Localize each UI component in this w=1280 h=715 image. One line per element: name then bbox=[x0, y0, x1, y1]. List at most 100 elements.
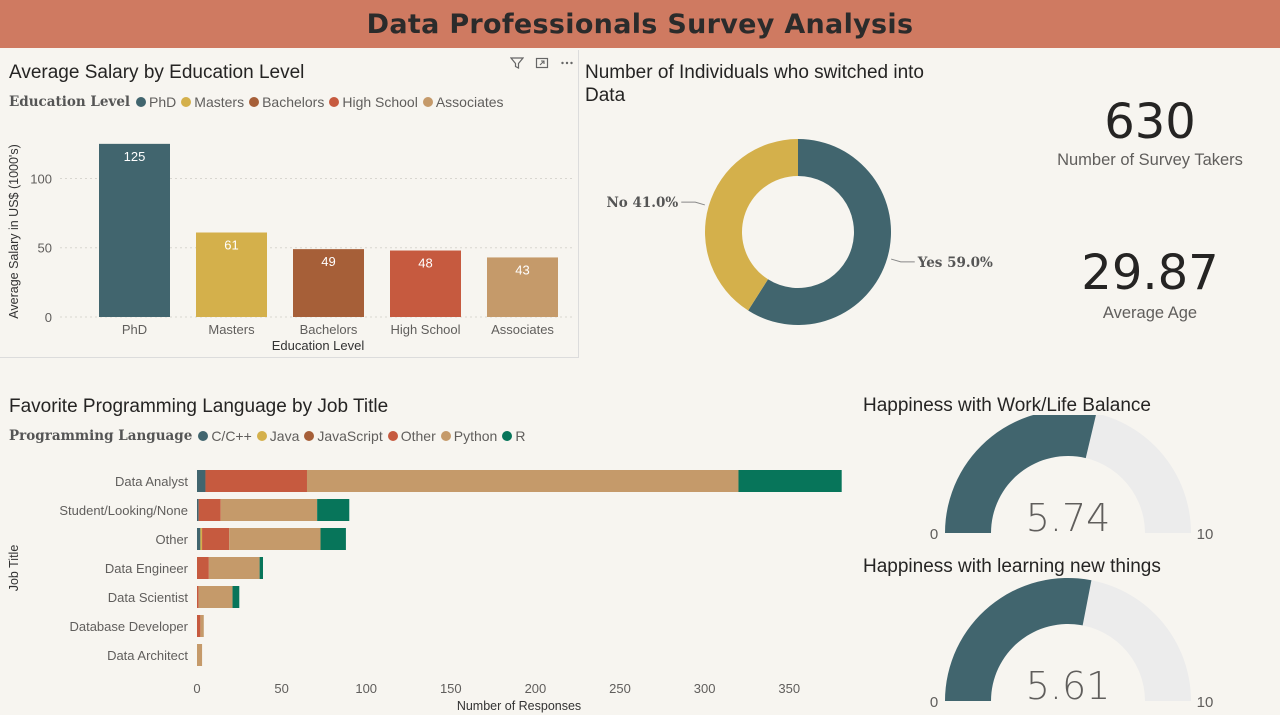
bar-data-engineer-r bbox=[259, 557, 263, 579]
legend-item-bachelors[interactable]: Bachelors bbox=[249, 94, 324, 110]
bar-database-developer-other bbox=[197, 615, 201, 637]
x-tick-label: 150 bbox=[440, 681, 462, 696]
bar-associates bbox=[487, 257, 558, 317]
legend-item-associates[interactable]: Associates bbox=[422, 94, 504, 110]
bar-data-analyst-other bbox=[205, 470, 307, 492]
switched-chart-title: Number of Individuals who switched into … bbox=[585, 62, 925, 106]
data-label-high-school: 48 bbox=[418, 256, 432, 271]
survey-takers-value: 630 bbox=[1104, 94, 1196, 150]
y-tick-label: Other bbox=[155, 532, 188, 547]
gauge-max-label: 10 bbox=[1197, 526, 1214, 543]
x-axis-title: Number of Responses bbox=[457, 699, 581, 713]
x-tick-label: 0 bbox=[193, 681, 200, 696]
y-tick-label: 50 bbox=[38, 241, 52, 256]
work-life-gauge[interactable]: 5.74 0 10 bbox=[905, 415, 1225, 545]
legend-item-high-school[interactable]: High School bbox=[329, 94, 418, 110]
data-label-associates: 43 bbox=[515, 262, 529, 277]
bar-bachelors bbox=[293, 249, 364, 317]
bar-other-c-c bbox=[197, 528, 201, 550]
leader-line-yes bbox=[891, 258, 915, 263]
bar-data-analyst-r bbox=[738, 470, 842, 492]
bar-other-python bbox=[229, 528, 321, 550]
filter-icon[interactable] bbox=[508, 54, 525, 71]
salary-panel[interactable] bbox=[0, 50, 579, 358]
salary-bar-chart[interactable]: 0 50 100 125 PhD 61 Masters 49 Bachelors 48 High S… bbox=[0, 115, 578, 355]
x-tick-label: Bachelors bbox=[300, 322, 358, 337]
x-tick-label: Associates bbox=[491, 322, 554, 337]
legend-item-masters[interactable]: Masters bbox=[181, 94, 244, 110]
learning-gauge-title: Happiness with learning new things bbox=[863, 556, 1161, 577]
gauge-fill bbox=[945, 415, 1096, 533]
leader-line-no bbox=[681, 201, 705, 206]
legend-item-other[interactable]: Other bbox=[387, 428, 436, 444]
legend-item-java[interactable]: Java bbox=[256, 428, 299, 444]
salary-legend-title: Education Level bbox=[9, 94, 131, 110]
bar-data-analyst-c-c bbox=[197, 470, 206, 492]
salary-legend: Education Level PhD Masters Bachelors Hi… bbox=[9, 94, 509, 110]
bar-phd bbox=[99, 143, 170, 317]
bar-data-engineer-python bbox=[208, 557, 260, 579]
more-options-icon[interactable] bbox=[558, 54, 575, 71]
y-tick-label: Data Architect bbox=[107, 648, 188, 663]
languages-legend-title: Programming Language bbox=[9, 428, 193, 444]
y-tick-label: Data Scientist bbox=[108, 590, 189, 605]
y-tick-label: Data Engineer bbox=[105, 561, 189, 576]
data-label-masters: 61 bbox=[224, 238, 238, 253]
bar-student-looking-none-c-c bbox=[197, 499, 199, 521]
legend-item-phd[interactable]: PhD bbox=[136, 94, 176, 110]
legend-item-r[interactable]: R bbox=[502, 428, 525, 444]
y-tick-label: 100 bbox=[30, 171, 52, 186]
bar-masters bbox=[196, 232, 267, 317]
languages-legend: Programming Language C/C++ Java JavaScri… bbox=[9, 428, 530, 444]
gauge-min-label: 0 bbox=[930, 694, 938, 711]
gauge-min-label: 0 bbox=[930, 526, 938, 543]
bar-student-looking-none-other bbox=[198, 499, 221, 521]
x-tick-label: High School bbox=[390, 322, 460, 337]
x-tick-label: PhD bbox=[122, 322, 147, 337]
y-axis-title: Average Salary in US$ (1000's) bbox=[7, 144, 21, 318]
visual-header-icons bbox=[508, 54, 575, 71]
bar-data-architect-python bbox=[197, 644, 203, 666]
x-tick-label: 100 bbox=[355, 681, 377, 696]
data-label-phd: 125 bbox=[124, 149, 146, 164]
bar-database-developer-python bbox=[200, 615, 204, 637]
y-tick-label: Data Analyst bbox=[115, 474, 188, 489]
x-tick-label: 300 bbox=[694, 681, 716, 696]
salary-chart-title: Average Salary by Education Level bbox=[9, 62, 305, 83]
bar-data-scientist-other bbox=[197, 586, 199, 608]
bar-student-looking-none-r bbox=[317, 499, 350, 521]
data-label-no: No 41.0% bbox=[606, 195, 678, 211]
bar-other-other bbox=[202, 528, 230, 550]
bar-data-scientist-python bbox=[198, 586, 233, 608]
survey-takers-label: Number of Survey Takers bbox=[1057, 151, 1243, 169]
x-tick-label: 350 bbox=[778, 681, 800, 696]
bar-high-school bbox=[390, 250, 461, 317]
gauge-value: 5.61 bbox=[1026, 664, 1111, 708]
gauge-value: 5.74 bbox=[1026, 496, 1111, 540]
legend-item-c-cpp[interactable]: C/C++ bbox=[198, 428, 252, 444]
data-label-bachelors: 49 bbox=[321, 254, 335, 269]
bar-student-looking-none-python bbox=[220, 499, 318, 521]
languages-chart-title: Favorite Programming Language by Job Tit… bbox=[9, 396, 389, 417]
average-age-label: Average Age bbox=[1102, 304, 1198, 322]
bar-data-scientist-r bbox=[232, 586, 240, 608]
slice-no bbox=[705, 139, 798, 311]
switched-donut-chart[interactable]: Yes 59.0% No 41.0% bbox=[585, 112, 1015, 362]
slice-yes bbox=[748, 139, 891, 325]
legend-item-javascript[interactable]: JavaScript bbox=[304, 428, 383, 444]
y-tick-label: Database Developer bbox=[69, 619, 188, 634]
bar-data-engineer-other bbox=[197, 557, 209, 579]
data-label-yes: Yes 59.0% bbox=[917, 255, 993, 271]
x-axis-title: Education Level bbox=[272, 338, 365, 353]
x-tick-label: 250 bbox=[609, 681, 631, 696]
bar-data-analyst-python bbox=[306, 470, 739, 492]
x-tick-label: Masters bbox=[208, 322, 255, 337]
average-age-value: 29.87 bbox=[1081, 245, 1219, 301]
languages-stacked-bar-chart[interactable]: Data Analyst Student/Looking/None Other Dat… bbox=[0, 450, 850, 715]
focus-mode-icon[interactable] bbox=[533, 54, 550, 71]
gauge-fill bbox=[945, 578, 1092, 701]
bar-other-java bbox=[200, 528, 203, 550]
legend-item-python[interactable]: Python bbox=[440, 428, 497, 444]
x-tick-label: 50 bbox=[274, 681, 288, 696]
learning-gauge[interactable]: 5.61 0 10 bbox=[905, 575, 1225, 715]
